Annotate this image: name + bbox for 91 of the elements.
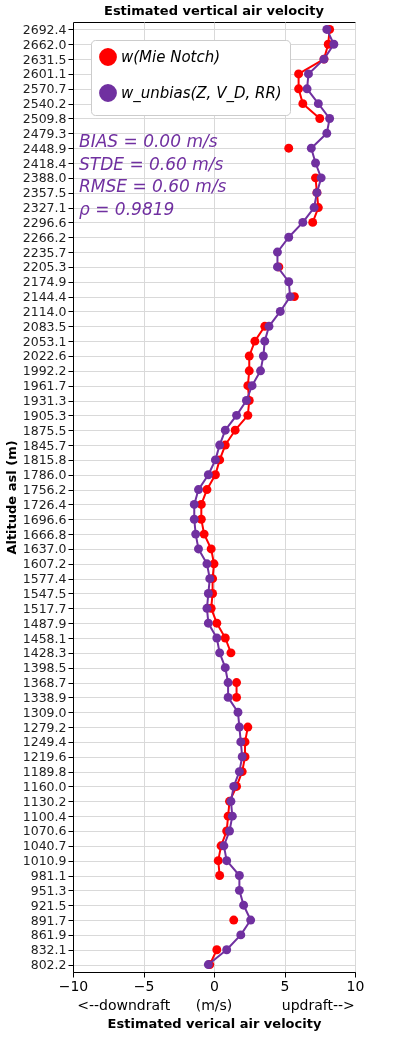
y-tick-label: 2327.1 — [22, 200, 67, 216]
y-tick-label: 1637.0 — [22, 541, 67, 557]
x-tick-label: −10 — [58, 977, 89, 994]
y-tick-label: 2053.1 — [22, 333, 67, 349]
y-tick-label: 2479.3 — [22, 125, 67, 141]
y-tick-label: 1398.5 — [22, 660, 67, 676]
y-tick-label: 1368.7 — [22, 675, 67, 691]
y-tick-label: 1249.4 — [22, 734, 67, 750]
y-tick-label: 2083.5 — [22, 318, 67, 334]
y-tick-label: 951.3 — [30, 882, 67, 898]
y-tick-label: 1100.4 — [22, 808, 67, 824]
y-tick-label: 802.2 — [30, 957, 67, 973]
y-tick-label: 2114.0 — [22, 303, 67, 319]
y-tick-label: 1577.4 — [22, 571, 67, 587]
y-tick-label: 1905.3 — [22, 407, 67, 423]
point — [232, 692, 242, 702]
y-tick-label: 2266.2 — [22, 229, 67, 245]
x-tick-label: −5 — [133, 977, 155, 994]
annotation: ρ = 0.9819 — [79, 198, 175, 219]
y-tick-label: 1845.7 — [22, 437, 67, 453]
text: updraft--> — [281, 997, 355, 1013]
y-tick-label: 981.1 — [30, 868, 67, 884]
y-tick-label: 2357.5 — [22, 185, 67, 201]
y-tick-label: 1786.0 — [22, 467, 67, 483]
x-tick-label: 5 — [280, 977, 290, 994]
legend-label: w(Mie Notch) — [121, 48, 221, 66]
y-tick-label: 1010.9 — [22, 853, 67, 869]
y-tick-label: 1875.5 — [22, 422, 67, 438]
annotation: STDE = 0.60 m/s — [79, 153, 224, 174]
y-tick-label: 1696.6 — [22, 511, 67, 527]
legend-label: w_unbias(Z, V_D, RR) — [121, 84, 282, 103]
y-tick-label: 1428.3 — [22, 645, 67, 661]
y-tick-label: 1726.4 — [22, 496, 67, 512]
y-tick-label: 2296.6 — [22, 214, 67, 230]
y-tick-label: 1666.8 — [22, 526, 67, 542]
y-tick-label: 1487.9 — [22, 615, 67, 631]
y-tick-label: 1961.7 — [22, 378, 67, 394]
x-tick-label: 10 — [346, 977, 365, 994]
y-tick-label: 1815.8 — [22, 452, 67, 468]
y-tick-label: 1931.3 — [22, 393, 67, 409]
y-tick-label: 1458.1 — [22, 630, 67, 646]
y-tick-label: 2662.0 — [22, 36, 67, 52]
y-tick-label: 921.5 — [30, 897, 67, 913]
y-tick-label: 2144.4 — [22, 289, 67, 305]
annotation: BIAS = 0.00 m/s — [79, 131, 218, 151]
y-tick-label: 2631.5 — [22, 51, 67, 67]
point — [308, 217, 318, 227]
y-tick-label: 2205.3 — [22, 259, 67, 275]
point — [294, 69, 304, 79]
y-tick-label: 1517.7 — [22, 600, 67, 616]
point — [212, 945, 222, 955]
point — [315, 114, 325, 123]
point — [232, 678, 242, 688]
y-tick-label: 1338.9 — [22, 689, 67, 705]
y-tick-label: 1189.8 — [22, 764, 67, 780]
y-tick-label: 2570.7 — [22, 81, 67, 97]
y-tick-label: 1309.0 — [22, 704, 67, 720]
point — [298, 99, 308, 109]
point — [284, 143, 294, 153]
point — [229, 915, 239, 925]
x-tick-label: 0 — [210, 977, 219, 994]
y-tick-label: 1756.2 — [22, 482, 67, 498]
y-tick-label: 2388.0 — [22, 170, 67, 186]
point — [294, 84, 304, 94]
y-tick-label: 2174.9 — [22, 274, 67, 290]
y-tick-label: 2235.7 — [22, 244, 67, 260]
y-tick-label: 1219.6 — [22, 749, 67, 765]
y-axis-title: Altitude asl (m) — [3, 440, 19, 555]
y-tick-label: 1279.2 — [22, 719, 67, 735]
y-tick-label: 2540.2 — [22, 96, 67, 112]
text: <--downdraft — [77, 997, 171, 1013]
y-tick-label: 1130.2 — [22, 793, 67, 809]
y-tick-label: 1160.0 — [22, 778, 67, 794]
y-tick-label: 2448.9 — [22, 140, 67, 156]
y-tick-label: 1040.7 — [22, 838, 67, 854]
y-tick-label: 2022.6 — [22, 348, 67, 364]
y-tick-label: 891.7 — [30, 912, 67, 928]
text: (m/s) — [195, 997, 233, 1013]
y-tick-label: 1992.2 — [22, 363, 67, 379]
y-tick-label: 1607.2 — [22, 556, 67, 572]
y-tick-label: 1547.5 — [22, 585, 67, 601]
y-tick-label: 861.9 — [30, 927, 67, 943]
y-tick-label: 2692.4 — [22, 21, 67, 37]
y-tick-label: 2509.8 — [22, 110, 67, 126]
chart-title: Estimated vertical air velocity — [104, 3, 325, 18]
y-tick-label: 2601.1 — [22, 66, 67, 82]
x-axis-title: Estimated verical air velocity — [107, 1015, 322, 1031]
annotation: RMSE = 0.60 m/s — [79, 176, 227, 196]
y-tick-label: 832.1 — [30, 942, 67, 958]
y-tick-label: 1070.6 — [22, 823, 67, 839]
y-tick-label: 2418.4 — [22, 155, 67, 171]
